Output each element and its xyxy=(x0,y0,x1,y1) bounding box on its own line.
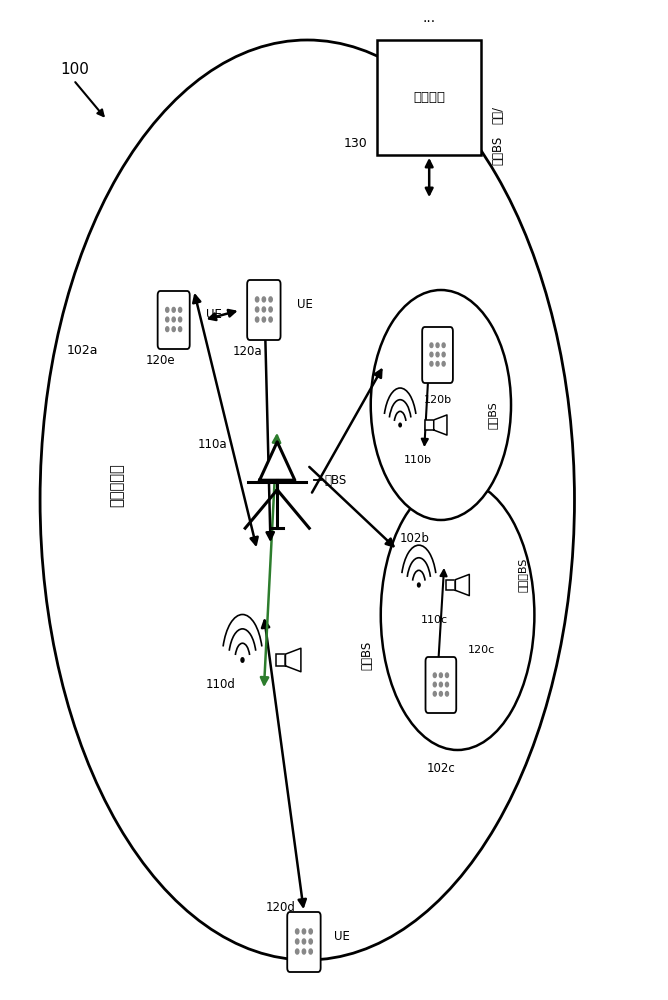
Polygon shape xyxy=(456,574,470,596)
Circle shape xyxy=(269,307,273,312)
Circle shape xyxy=(166,307,169,312)
Text: 110a: 110a xyxy=(198,438,227,452)
Text: 120e: 120e xyxy=(146,354,175,367)
Ellipse shape xyxy=(381,480,534,750)
Circle shape xyxy=(430,343,433,348)
Text: 110c: 110c xyxy=(421,615,448,625)
Text: 100: 100 xyxy=(60,62,89,78)
Polygon shape xyxy=(260,442,295,480)
Circle shape xyxy=(295,929,299,934)
Text: UE: UE xyxy=(334,930,350,944)
Circle shape xyxy=(434,682,436,687)
Circle shape xyxy=(440,673,442,678)
Circle shape xyxy=(269,317,273,322)
Circle shape xyxy=(440,682,442,687)
Circle shape xyxy=(262,317,266,322)
Circle shape xyxy=(430,352,433,357)
Circle shape xyxy=(302,939,306,944)
Text: 110b: 110b xyxy=(403,455,432,465)
Text: 120b: 120b xyxy=(424,395,452,405)
Circle shape xyxy=(430,362,433,366)
Polygon shape xyxy=(285,648,301,672)
Circle shape xyxy=(436,352,439,357)
Bar xyxy=(426,420,434,430)
Circle shape xyxy=(446,692,448,696)
Text: 宏蜂窝小区: 宏蜂窝小区 xyxy=(110,463,124,507)
Text: 来自BS: 来自BS xyxy=(491,135,504,165)
Bar xyxy=(377,40,481,155)
Bar xyxy=(446,580,456,590)
Circle shape xyxy=(178,317,182,322)
Circle shape xyxy=(436,343,439,348)
Text: UE: UE xyxy=(297,298,313,312)
Circle shape xyxy=(446,682,448,687)
Circle shape xyxy=(309,929,313,934)
Text: 110d: 110d xyxy=(206,678,235,692)
Text: UE: UE xyxy=(206,308,222,322)
Circle shape xyxy=(241,658,244,662)
Text: 130: 130 xyxy=(343,137,367,150)
Circle shape xyxy=(166,327,169,332)
Polygon shape xyxy=(434,415,447,435)
Text: 120d: 120d xyxy=(266,901,295,914)
Circle shape xyxy=(302,929,306,934)
Text: 毫微微BS: 毫微微BS xyxy=(518,558,528,592)
Text: 去往/: 去往/ xyxy=(491,106,504,124)
FancyBboxPatch shape xyxy=(247,280,281,340)
Ellipse shape xyxy=(371,290,511,520)
Text: 宏BS: 宏BS xyxy=(324,474,346,487)
Text: 微微BS: 微微BS xyxy=(488,401,498,429)
Text: 120a: 120a xyxy=(232,345,262,358)
Circle shape xyxy=(434,673,436,678)
FancyBboxPatch shape xyxy=(287,912,321,972)
Circle shape xyxy=(166,317,169,322)
Circle shape xyxy=(172,307,175,312)
Circle shape xyxy=(255,307,259,312)
Circle shape xyxy=(442,362,445,366)
Circle shape xyxy=(262,297,266,302)
Circle shape xyxy=(442,343,445,348)
Circle shape xyxy=(269,297,273,302)
FancyBboxPatch shape xyxy=(422,327,453,383)
Text: 网络设备: 网络设备 xyxy=(413,91,445,104)
Bar xyxy=(276,654,285,666)
Text: 120c: 120c xyxy=(468,645,495,655)
Circle shape xyxy=(255,317,259,322)
Circle shape xyxy=(309,939,313,944)
Text: 102c: 102c xyxy=(426,762,456,775)
Circle shape xyxy=(255,297,259,302)
Circle shape xyxy=(172,327,175,332)
Circle shape xyxy=(446,673,448,678)
Circle shape xyxy=(442,352,445,357)
Circle shape xyxy=(434,692,436,696)
Circle shape xyxy=(295,939,299,944)
FancyBboxPatch shape xyxy=(158,291,190,349)
Circle shape xyxy=(436,362,439,366)
Circle shape xyxy=(399,423,401,427)
Text: 102a: 102a xyxy=(67,344,98,357)
Circle shape xyxy=(178,327,182,332)
Circle shape xyxy=(418,583,420,587)
FancyBboxPatch shape xyxy=(426,657,456,713)
Circle shape xyxy=(309,949,313,954)
Circle shape xyxy=(178,307,182,312)
Circle shape xyxy=(295,949,299,954)
Ellipse shape xyxy=(40,40,574,960)
Circle shape xyxy=(172,317,175,322)
Text: 中继BS: 中继BS xyxy=(361,640,373,670)
Circle shape xyxy=(440,692,442,696)
Circle shape xyxy=(302,949,306,954)
Text: ...: ... xyxy=(423,11,436,25)
Circle shape xyxy=(262,307,266,312)
Text: 102b: 102b xyxy=(399,532,429,545)
